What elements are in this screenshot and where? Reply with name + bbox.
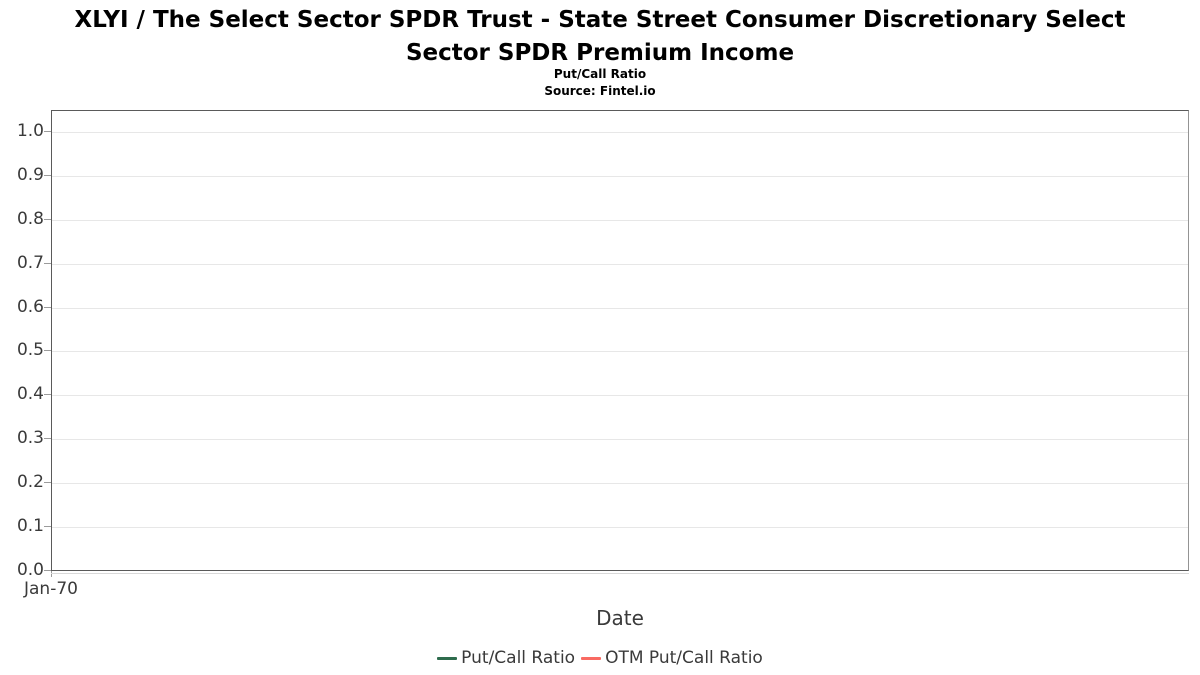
legend-item[interactable]: Put/Call Ratio — [437, 645, 575, 671]
y-tick-mark — [44, 526, 51, 527]
gridline — [52, 308, 1188, 309]
gridline — [52, 220, 1188, 221]
y-tick-mark — [44, 175, 51, 176]
legend-item[interactable]: OTM Put/Call Ratio — [581, 645, 763, 671]
y-tick-mark — [44, 438, 51, 439]
chart-subtitle: Put/Call Ratio — [553, 67, 647, 81]
gridline — [52, 132, 1188, 133]
chart-title-line2: Sector SPDR Premium Income — [405, 40, 795, 66]
gridline — [52, 439, 1188, 440]
y-tick-mark — [44, 263, 51, 264]
y-tick-label: 0.9 — [16, 165, 44, 185]
y-tick-label: 0.3 — [16, 428, 44, 448]
y-tick-mark — [44, 482, 51, 483]
y-tick-mark — [44, 307, 51, 308]
gridline — [52, 176, 1188, 177]
y-tick-mark — [44, 570, 51, 571]
gridline — [52, 351, 1188, 352]
x-tick-label: Jan-70 — [24, 579, 78, 599]
y-tick-label: 0.5 — [16, 340, 44, 360]
y-tick-mark — [44, 219, 51, 220]
y-tick-label: 0.8 — [16, 209, 44, 229]
x-axis-line — [51, 573, 1189, 574]
y-tick-label: 1.0 — [16, 121, 44, 141]
chart-source-credit: Source: Fintel.io — [544, 84, 656, 98]
gridline — [52, 527, 1188, 528]
gridline — [52, 395, 1188, 396]
y-tick-label: 0.4 — [16, 384, 44, 404]
plot-area — [51, 110, 1189, 571]
y-tick-label: 0.2 — [16, 472, 44, 492]
legend-series-dash-icon — [437, 656, 458, 660]
y-tick-mark — [44, 350, 51, 351]
y-tick-label: 0.1 — [16, 516, 44, 536]
y-tick-label: 0.0 — [16, 560, 44, 580]
x-axis-title: Date — [596, 606, 644, 630]
legend-item-label: OTM Put/Call Ratio — [605, 648, 763, 668]
chart-title: XLYI / The Select Sector SPDR Trust - St… — [0, 4, 1200, 70]
gridline — [52, 264, 1188, 265]
legend: Put/Call Ratio OTM Put/Call Ratio — [0, 645, 1200, 671]
y-tick-label: 0.6 — [16, 297, 44, 317]
chart-title-line1: XLYI / The Select Sector SPDR Trust - St… — [74, 7, 1126, 33]
y-tick-mark — [44, 131, 51, 132]
gridline — [52, 483, 1188, 484]
y-tick-label: 0.7 — [16, 253, 44, 273]
x-tick-mark — [51, 571, 52, 577]
y-tick-mark — [44, 394, 51, 395]
legend-series-dash-icon — [581, 656, 602, 660]
legend-item-label: Put/Call Ratio — [461, 648, 576, 668]
